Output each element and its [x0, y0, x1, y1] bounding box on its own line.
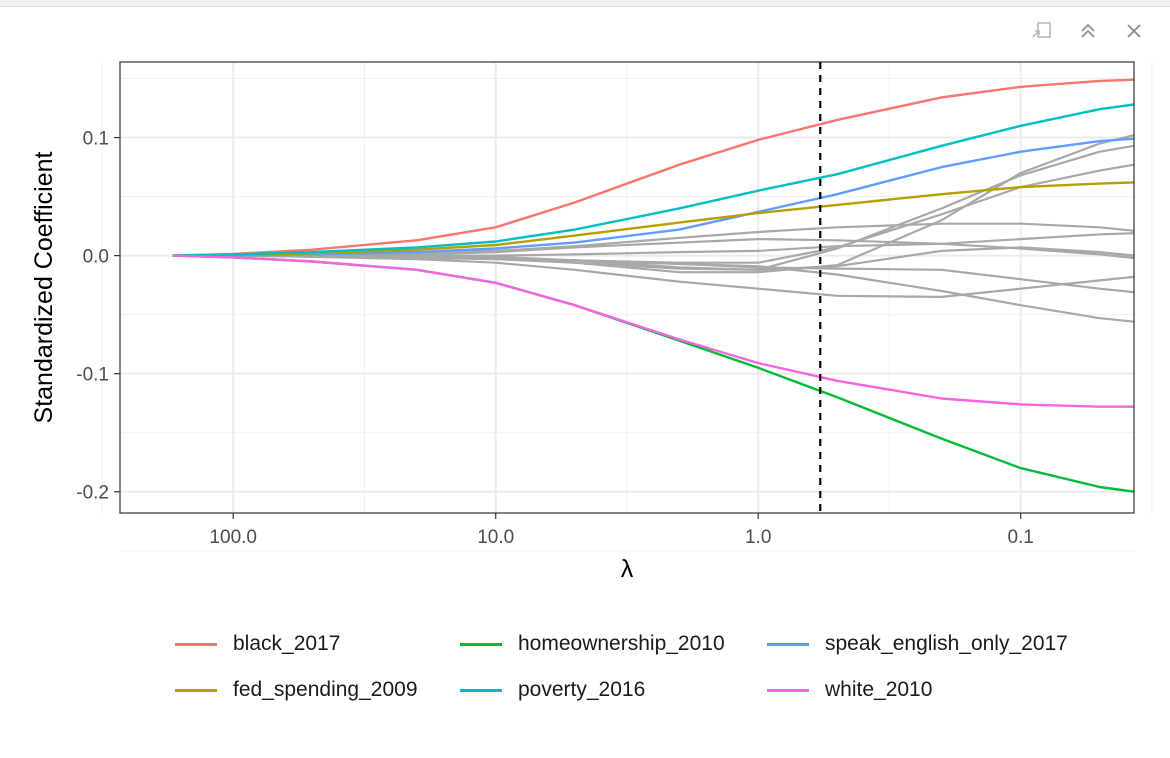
legend-label: white_2010 — [825, 678, 933, 701]
y-tick-label: 0.0 — [83, 247, 109, 268]
legend-key-line — [175, 642, 217, 646]
legend-key-line — [460, 688, 502, 692]
coefficient-path-poverty-2016 — [172, 103, 1135, 257]
legend-label: speak_english_only_2017 — [825, 632, 1068, 655]
y-tick-label: -0.2 — [76, 483, 109, 504]
export-icon — [1032, 22, 1051, 38]
legend-item-homeownership-2010: homeownership_2010 — [460, 632, 725, 656]
legend-key-line — [767, 688, 809, 692]
legend-item-speak-english-only-2017: speak_english_only_2017 — [767, 632, 1068, 656]
legend-key-line — [175, 688, 217, 692]
collapse-button[interactable] — [1074, 18, 1102, 44]
close-button[interactable] — [1120, 18, 1148, 44]
collapse-icon — [1081, 23, 1095, 38]
y-tick-label: 0.1 — [83, 129, 109, 150]
y-axis-title: Standardized Coefficient — [30, 151, 58, 423]
x-tick-label: 10.0 — [477, 527, 514, 548]
coefficient-path-white-2010 — [172, 254, 1134, 408]
coefficient-path-chart: 0.1 0.0 -0.1 -0.2 100.0 10.0 1.0 0.1 λ Standardiz… — [30, 61, 1153, 583]
x-axis-title: λ — [621, 555, 634, 583]
legend-item-white-2010: white_2010 — [767, 678, 932, 702]
x-tick-label: 100.0 — [209, 527, 257, 548]
legend-item-poverty-2016: poverty_2016 — [460, 678, 645, 702]
legend-key-line — [460, 642, 502, 646]
coefficient-path-other — [172, 254, 1135, 298]
window-top-border — [0, 0, 1170, 7]
legend-label: fed_spending_2009 — [233, 678, 418, 701]
export-button[interactable] — [1028, 18, 1056, 44]
legend-item-black-2017: black_2017 — [175, 632, 340, 656]
coefficient-path-black-2017 — [172, 78, 1135, 257]
close-icon — [1127, 24, 1141, 38]
legend-label: homeownership_2010 — [518, 632, 725, 655]
legend-key-line — [767, 642, 809, 646]
x-tick-label: 0.1 — [1007, 527, 1033, 548]
x-tick-label: 1.0 — [745, 527, 771, 548]
legend-label: black_2017 — [233, 632, 341, 655]
plot-border — [119, 61, 1135, 514]
viewer-toolbar — [1028, 18, 1148, 44]
y-tick-label: -0.1 — [76, 365, 109, 386]
legend-label: poverty_2016 — [518, 678, 646, 701]
legend-item-fed-spending-2009: fed_spending_2009 — [175, 678, 418, 702]
